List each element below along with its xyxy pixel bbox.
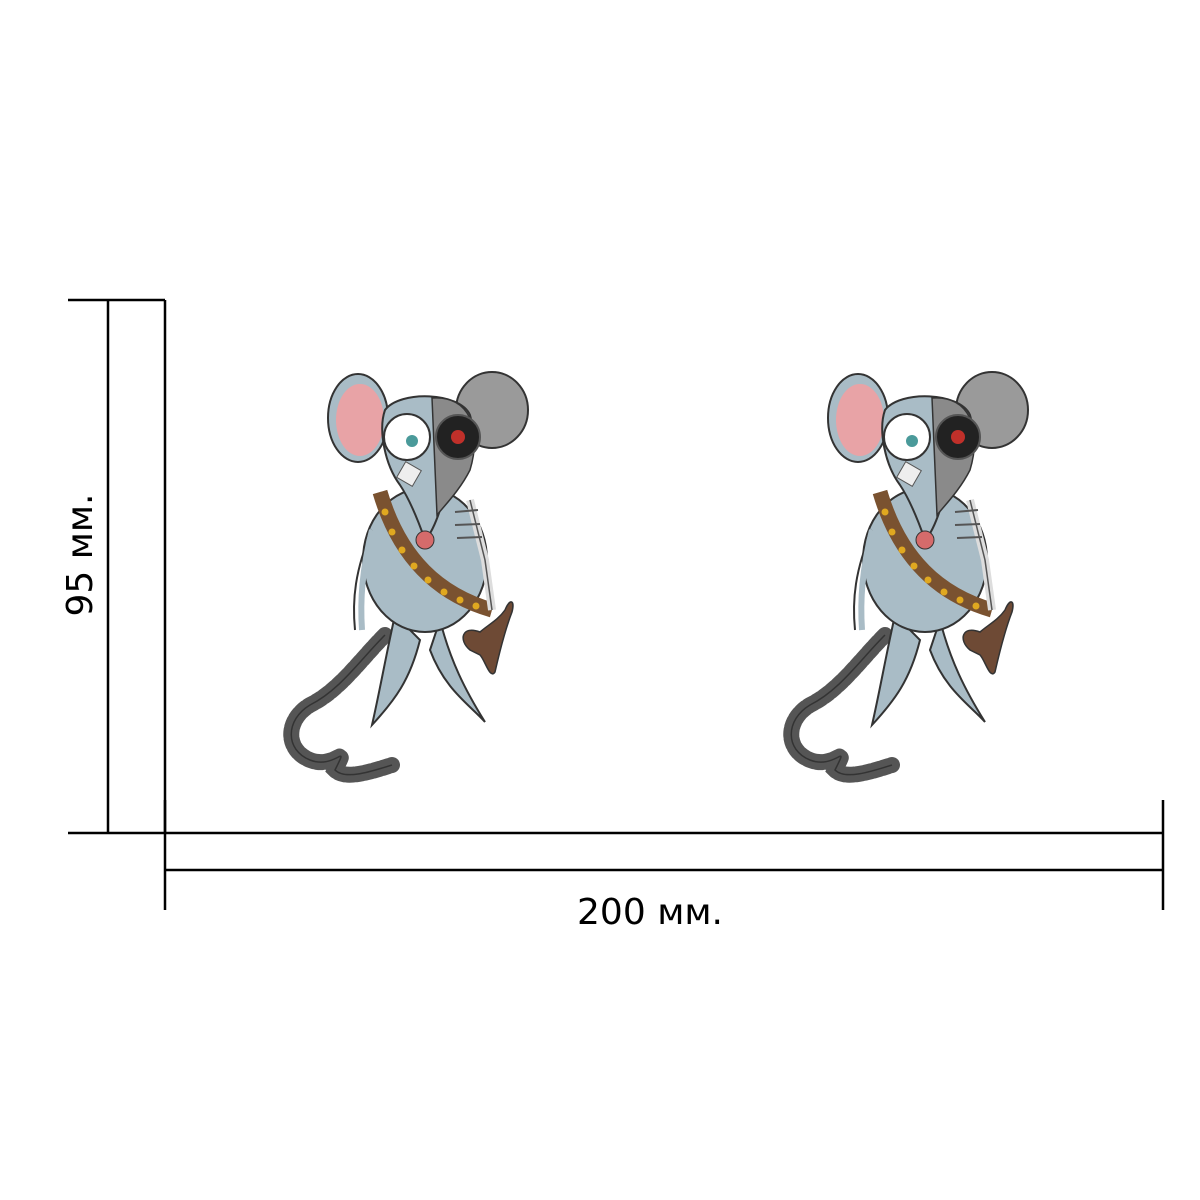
rat-illustration xyxy=(291,372,528,775)
rat-illustration xyxy=(791,372,1028,775)
height-label: 95 мм. xyxy=(60,493,101,616)
width-label: 200 мм. xyxy=(577,892,723,933)
